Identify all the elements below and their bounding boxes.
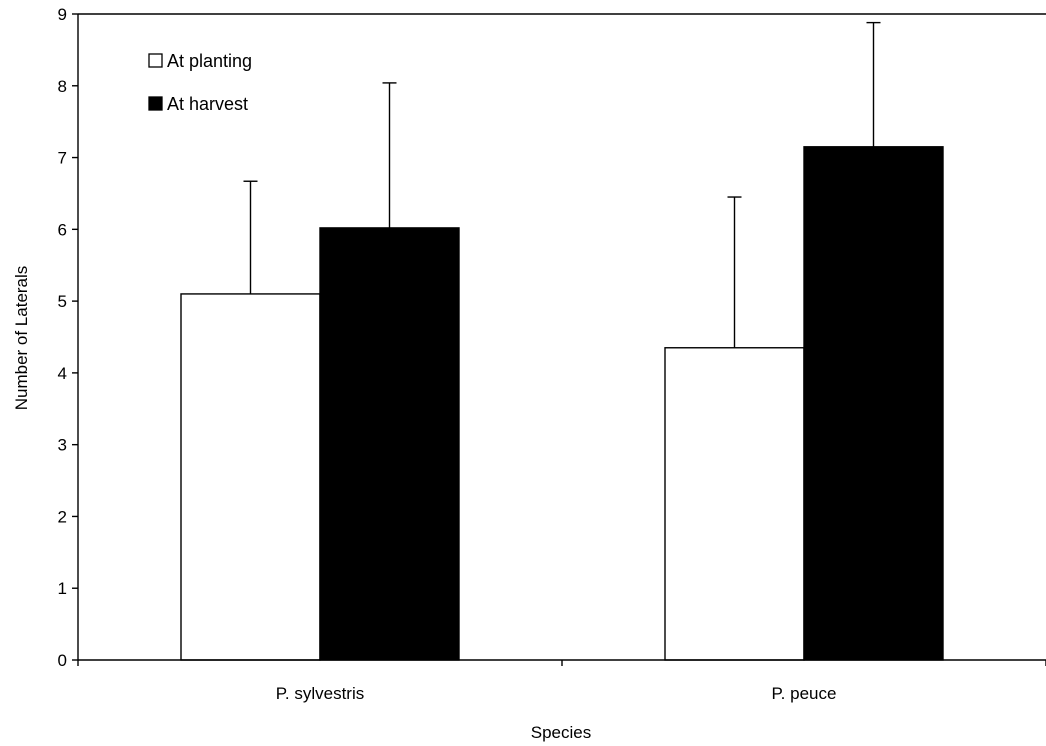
bar (664, 347, 805, 661)
legend: At planting At harvest (148, 51, 252, 114)
y-tick-label: 1 (58, 579, 67, 598)
y-tick-label: 0 (58, 651, 67, 670)
y-tick-label: 4 (58, 364, 67, 383)
legend-swatch-at-harvest (148, 96, 163, 111)
y-axis-title: Number of Laterals (12, 266, 31, 411)
bar (803, 146, 944, 661)
x-ticks-layer: P. sylvestris P. peuce (77, 660, 1046, 703)
y-tick-label: 9 (58, 5, 67, 24)
y-tick-label: 6 (58, 220, 67, 239)
y-tick-label: 2 (58, 507, 67, 526)
legend-swatch-at-planting (148, 53, 163, 68)
y-tick-label: 3 (58, 436, 67, 455)
x-axis-title: Species (531, 723, 591, 742)
x-tick-label: P. sylvestris (276, 684, 365, 703)
bar (180, 293, 321, 661)
y-tick-label: 7 (58, 149, 67, 168)
legend-label-at-harvest: At harvest (167, 94, 248, 114)
bar (319, 227, 460, 661)
x-tick-label: P. peuce (772, 684, 837, 703)
y-ticks-layer: 0 1 2 3 4 5 6 7 8 9 (58, 5, 78, 670)
y-tick-label: 8 (58, 77, 67, 96)
legend-label-at-planting: At planting (167, 51, 252, 71)
bars-layer (180, 146, 944, 661)
y-tick-label: 5 (58, 292, 67, 311)
error-bars-layer (243, 21, 881, 348)
